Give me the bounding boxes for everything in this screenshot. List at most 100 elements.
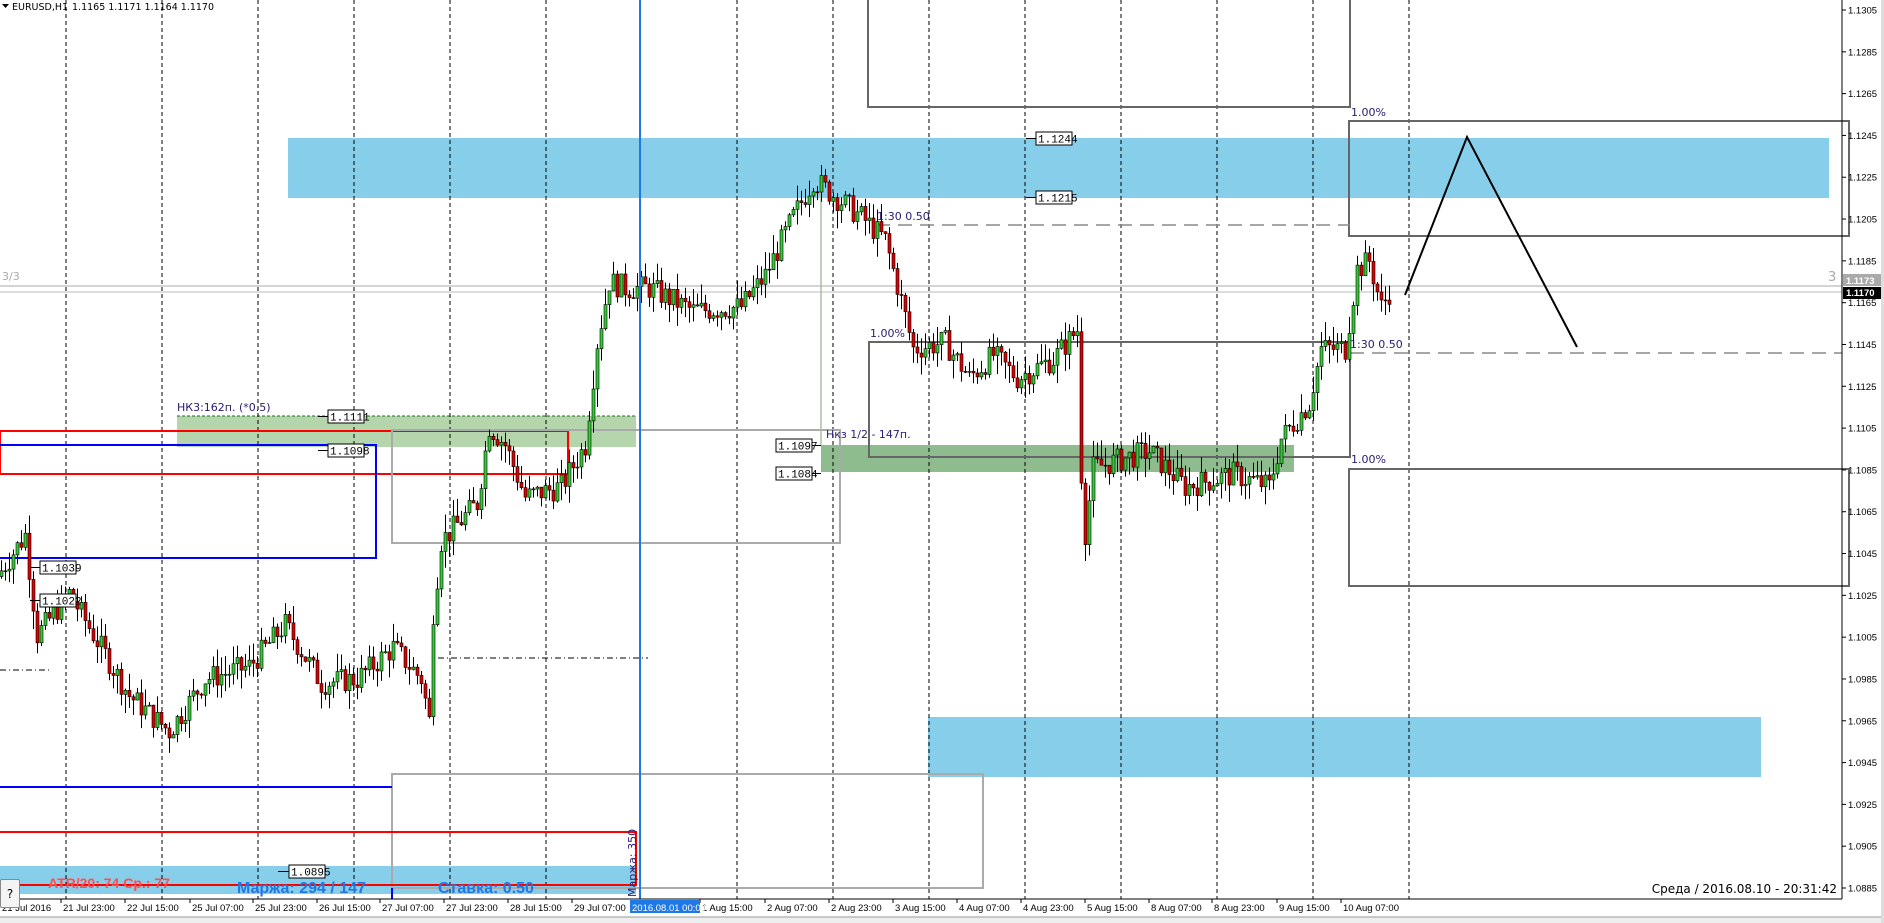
bear-candle <box>127 690 132 698</box>
price-tag-box[interactable] <box>327 443 365 458</box>
bear-candle <box>759 278 764 285</box>
bear-candle <box>1303 412 1308 419</box>
bull-candle <box>1087 500 1092 546</box>
bull-candle <box>755 278 760 289</box>
bear-candle <box>911 332 916 348</box>
bull-candle <box>1319 346 1324 367</box>
bull-candle <box>995 346 1000 356</box>
selected-time-label: 2016.08.01 00:00 <box>632 903 706 914</box>
bear-candle <box>419 675 424 685</box>
bear-candle <box>631 297 636 299</box>
time-tick-label: 10 Aug 07:00 <box>1343 903 1399 914</box>
bear-candle <box>1191 484 1196 489</box>
bull-candle <box>1271 473 1276 481</box>
bear-candle <box>695 304 700 307</box>
support-zone[interactable] <box>928 717 1761 777</box>
price-tag-box[interactable] <box>1035 131 1073 146</box>
green-zone-2[interactable] <box>821 445 1294 472</box>
bull-candle <box>379 651 384 672</box>
bear-candle <box>1107 464 1112 475</box>
bull-candle <box>1051 364 1056 374</box>
atr-label: ATR/20: 74 Ср.: 77 <box>48 875 170 891</box>
bull-candle <box>1299 412 1304 431</box>
position-box-top[interactable] <box>867 0 1351 108</box>
bear-candle <box>179 716 184 724</box>
projection-line[interactable] <box>1404 134 1578 348</box>
bear-candle <box>687 301 692 308</box>
bull-candle <box>267 642 272 644</box>
price-tag-box[interactable] <box>775 466 813 481</box>
bear-candle <box>971 370 976 374</box>
bull-candle <box>1307 410 1312 419</box>
bear-candle <box>31 579 36 612</box>
time-tick-label: 25 Jul 23:00 <box>255 903 307 914</box>
bear-candle <box>931 342 936 354</box>
time-tick-label: 27 Jul 07:00 <box>382 903 434 914</box>
bear-candle <box>583 449 588 456</box>
position-box-right-bottom[interactable] <box>1348 468 1850 587</box>
bear-candle <box>871 217 876 239</box>
bull-candle <box>679 297 684 308</box>
bear-candle <box>131 696 136 701</box>
bear-candle <box>523 487 528 498</box>
bear-candle <box>215 666 220 686</box>
time-axis[interactable]: 21 Jul 2016 21 Jul 23:00 22 Jul 15:00 25 Ju… <box>0 899 1399 914</box>
position-box-mid[interactable] <box>868 341 1351 458</box>
rr-label-1: 1:30 0.50 <box>877 210 930 223</box>
bull-candle <box>7 568 12 572</box>
bear-candle <box>299 654 304 658</box>
symbol-label: EURUSD,H1 <box>12 2 68 13</box>
price-tag-label: 1.1039 <box>42 564 82 576</box>
price-tag-box[interactable] <box>327 409 365 424</box>
price-tag-box[interactable] <box>1035 190 1073 205</box>
bear-candle <box>1079 331 1084 484</box>
bull-candle <box>383 651 388 654</box>
bear-candle <box>823 175 828 183</box>
bull-candle <box>207 679 212 685</box>
bear-candle <box>163 723 168 729</box>
bull-candle <box>443 532 448 552</box>
bull-candle <box>1135 442 1140 468</box>
price-tick-label: 1.1285 <box>1848 47 1877 58</box>
bull-candle <box>1115 448 1120 456</box>
price-tag-box[interactable] <box>39 593 77 608</box>
red-rectangle[interactable] <box>0 430 569 475</box>
bull-candle <box>1219 472 1224 484</box>
bull-candle <box>987 346 992 375</box>
bear-candle <box>747 291 752 298</box>
bear-candle <box>1063 339 1068 355</box>
position-box-right-top[interactable] <box>1348 120 1850 237</box>
bull-candle <box>599 328 604 350</box>
bear-candle <box>903 295 908 313</box>
bull-candle <box>171 734 176 739</box>
blue-rectangle[interactable] <box>0 444 377 559</box>
price-tag-box[interactable] <box>775 438 813 453</box>
bear-candle <box>95 640 100 648</box>
price-axis[interactable]: 1.1305 1.1285 1.1265 1.1245 1.1225 1.1205 1.11… <box>1842 6 1877 895</box>
bear-candle <box>27 532 32 580</box>
bull-candle <box>855 211 860 222</box>
gray-rectangle-a[interactable] <box>391 429 841 544</box>
bear-candle <box>1359 264 1364 276</box>
price-tag-box[interactable] <box>39 560 77 575</box>
price-tick-label: 1.1125 <box>1848 382 1876 393</box>
bid-price-label: 1.1170 <box>1846 288 1875 299</box>
price-tick-label: 1.1005 <box>1848 633 1877 644</box>
resistance-zone[interactable] <box>288 138 1829 198</box>
bear-candle <box>315 659 320 684</box>
bull-candle <box>487 436 492 452</box>
bull-candle <box>795 200 800 210</box>
red-rectangle-bottom[interactable] <box>0 831 637 886</box>
dropdown-triangle-icon[interactable] <box>2 4 9 8</box>
help-button[interactable]: ? <box>0 879 20 908</box>
bear-candle <box>627 294 632 298</box>
price-tick-label: 1.1165 <box>1848 298 1876 309</box>
bear-candle <box>1071 331 1076 337</box>
bull-candle <box>0 570 4 577</box>
bull-candle <box>603 304 608 329</box>
bear-candle <box>355 684 360 688</box>
price-tag-box[interactable] <box>288 864 326 879</box>
bear-candle <box>119 668 124 695</box>
bear-candle <box>983 372 988 375</box>
